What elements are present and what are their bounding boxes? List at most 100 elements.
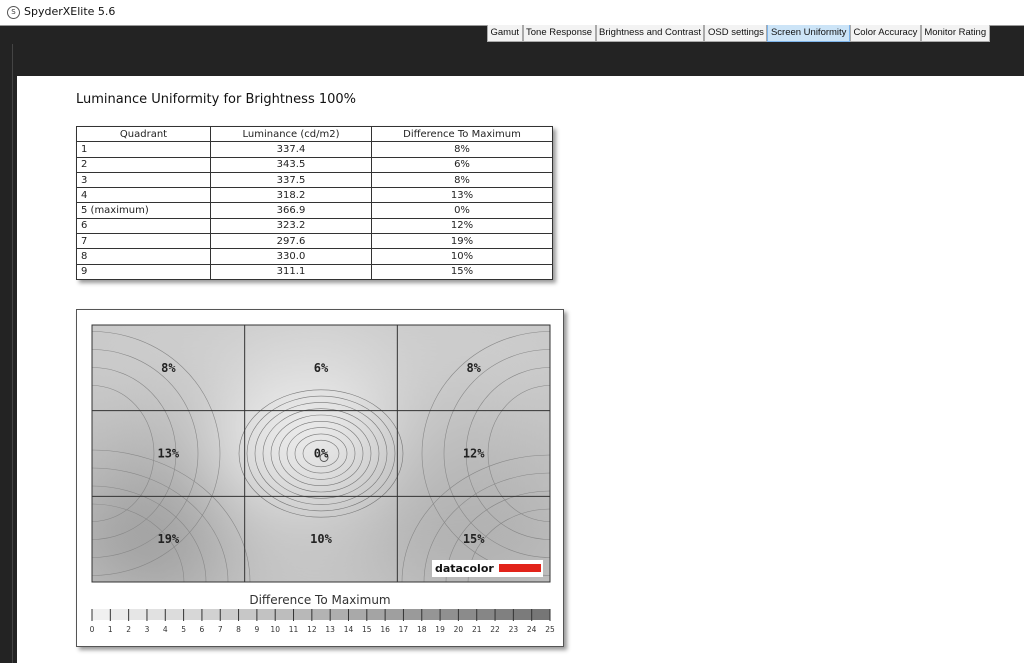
luminance-table: Quadrant Luminance (cd/m2) Difference To… (76, 125, 553, 280)
legend-swatch (385, 609, 404, 620)
contour-line (92, 485, 207, 582)
contour-line (254, 402, 388, 505)
luminance-cell: 366.9 (210, 202, 372, 219)
luminance-cell: 318.2 (210, 187, 372, 204)
legend-swatch (495, 609, 514, 620)
title-bar: S SpyderXElite 5.6 (0, 0, 1024, 26)
table-row: 1 337.4 8% (76, 141, 553, 158)
legend-tick-label: 25 (545, 625, 555, 634)
difference-cell: 6% (371, 156, 553, 173)
legend-swatch (183, 609, 202, 620)
legend-tick-label: 4 (163, 625, 168, 634)
tab-bar: Gamut Tone Response Brightness and Contras… (487, 25, 990, 42)
legend-swatch (330, 609, 349, 620)
contour-line (278, 421, 364, 487)
tab-brightness-and-contrast[interactable]: Brightness and Contrast (595, 25, 705, 42)
legend-swatch (201, 609, 221, 620)
tab-gamut[interactable]: Gamut (487, 25, 523, 42)
legend-tick-label: 13 (325, 625, 335, 634)
legend-swatch (440, 609, 459, 620)
legend-tick-label: 24 (527, 625, 537, 634)
contour-line (92, 385, 155, 522)
legend-tick-label: 9 (254, 625, 259, 634)
tab-monitor-rating[interactable]: Monitor Rating (920, 25, 990, 42)
legend-swatch (366, 609, 386, 620)
quadrant-cell: 2 (76, 156, 211, 173)
luminance-cell: 330.0 (210, 248, 372, 265)
table-row: 6 323.2 12% (76, 217, 553, 235)
quadrant-cell: 9 (76, 263, 211, 280)
contour-line (238, 389, 404, 518)
quadrant-label: 12% (463, 447, 485, 461)
table-row: 5 (maximum) 366.9 0% (76, 202, 553, 219)
legend-tick-label: 6 (200, 625, 205, 634)
legend-tick-label: 14 (344, 625, 354, 634)
contour-line (92, 349, 199, 558)
table-row: 9 311.1 15% (76, 263, 553, 280)
legend-tick-label: 1 (108, 625, 113, 634)
legend-swatch (92, 609, 111, 620)
legend-swatch (513, 609, 532, 620)
header-difference: Difference To Maximum (371, 125, 553, 143)
legend-swatch (293, 609, 312, 620)
luminance-cell: 343.5 (210, 156, 372, 173)
legend-title: Difference To Maximum (249, 593, 391, 607)
legend-tick-label: 17 (399, 625, 409, 634)
contour-line (302, 439, 340, 468)
legend-tick-label: 7 (218, 625, 223, 634)
left-panel (0, 44, 13, 663)
legend-tick-label: 10 (270, 625, 280, 634)
tab-screen-uniformity[interactable]: Screen Uniformity (767, 25, 850, 42)
legend-tick-label: 3 (145, 625, 150, 634)
legend-tick-label: 19 (435, 625, 445, 634)
contour-line (92, 449, 251, 582)
table-row: 8 330.0 10% (76, 248, 553, 265)
legend-swatch (275, 609, 294, 620)
legend-tick-label: 12 (307, 625, 317, 634)
quadrant-cell: 7 (76, 233, 211, 250)
uniformity-chart: 8% 6% 8% 13% 0% 12% 19% 10% 15% datacolor 0 1 2 3 4 5 6 7… (76, 309, 564, 647)
legend-tick-label: 22 (490, 625, 500, 634)
legend-swatch (476, 609, 496, 620)
header-luminance: Luminance (cd/m2) (210, 125, 372, 143)
difference-cell: 19% (371, 233, 553, 250)
quadrant-cell: 5 (maximum) (76, 202, 211, 219)
quadrant-label: 10% (310, 532, 332, 546)
quadrant-cell: 4 (76, 187, 211, 204)
tab-tone-response[interactable]: Tone Response (522, 25, 596, 42)
heatmap-border (91, 324, 551, 583)
contour-line (465, 367, 550, 540)
max-marker (319, 453, 329, 462)
tab-osd-settings[interactable]: OSD settings (704, 25, 768, 42)
quadrant-label: 0% (314, 447, 329, 461)
luminance-cell: 337.5 (210, 171, 372, 189)
contour-line (487, 385, 550, 522)
legend-tick-label: 16 (380, 625, 390, 634)
page-title: Luminance Uniformity for Brightness 100% (76, 92, 357, 107)
legend-swatch (256, 609, 276, 620)
difference-cell: 10% (371, 248, 553, 265)
legend-tick-label: 21 (472, 625, 482, 634)
contour-line (294, 433, 348, 474)
contour-line (92, 367, 177, 540)
legend-swatch (421, 609, 441, 620)
luminance-cell: 311.1 (210, 263, 372, 280)
contour-line (262, 408, 380, 499)
tab-color-accuracy[interactable]: Color Accuracy (849, 25, 921, 42)
contour-line (92, 503, 185, 582)
difference-cell: 0% (371, 202, 553, 219)
window-title: SpyderXElite 5.6 (24, 5, 116, 18)
legend-tick-label: 8 (236, 625, 241, 634)
quadrant-label: 13% (157, 447, 179, 461)
contour-line (286, 427, 356, 480)
contour-line (92, 467, 229, 582)
legend-tick-label: 0 (90, 625, 95, 634)
quadrant-cell: 1 (76, 141, 211, 158)
difference-cell: 8% (371, 141, 553, 158)
legend-tick-label: 20 (454, 625, 464, 634)
table-row: 4 318.2 13% (76, 187, 553, 204)
legend-swatch (403, 609, 422, 620)
legend-swatch (165, 609, 184, 620)
datacolor-logo-text: datacolor (435, 562, 494, 575)
